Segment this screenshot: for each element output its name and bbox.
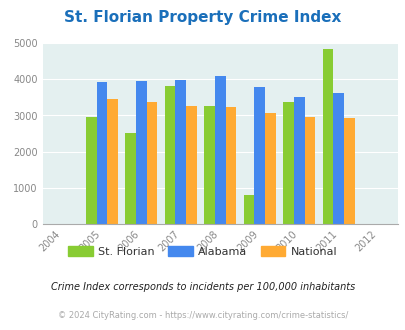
Bar [243, 195, 254, 224]
Legend: St. Florian, Alabama, National: St. Florian, Alabama, National [64, 242, 341, 261]
Text: St. Florian Property Crime Index: St. Florian Property Crime Index [64, 10, 341, 25]
Bar [146, 102, 157, 224]
Bar [185, 106, 196, 224]
Bar [225, 107, 236, 224]
Bar [304, 116, 314, 224]
Bar [204, 106, 214, 224]
Bar [214, 76, 225, 224]
Bar [85, 117, 96, 224]
Bar [343, 118, 354, 224]
Bar [136, 81, 146, 224]
Bar [164, 86, 175, 224]
Bar [283, 102, 293, 224]
Bar [254, 87, 264, 224]
Bar [322, 49, 333, 224]
Bar [333, 93, 343, 224]
Bar [96, 82, 107, 224]
Text: Crime Index corresponds to incidents per 100,000 inhabitants: Crime Index corresponds to incidents per… [51, 282, 354, 292]
Bar [125, 133, 136, 224]
Bar [107, 99, 117, 224]
Bar [175, 80, 185, 224]
Text: © 2024 CityRating.com - https://www.cityrating.com/crime-statistics/: © 2024 CityRating.com - https://www.city… [58, 311, 347, 320]
Bar [293, 97, 304, 224]
Bar [264, 113, 275, 224]
